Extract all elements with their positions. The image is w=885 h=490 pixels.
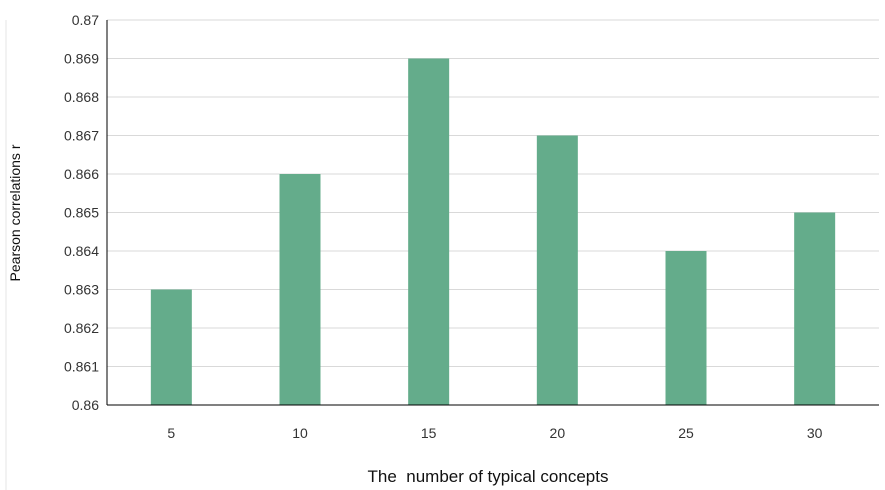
y-tick-labels: 0.86 0.861 0.862 0.863 0.864 0.865 0.866 0.867 0… [64, 12, 99, 413]
y-tick-label: 0.867 [64, 128, 99, 144]
x-tick-label: 25 [678, 425, 694, 441]
x-tick-label: 30 [807, 425, 823, 441]
bar [408, 58, 450, 405]
x-tick-label: 5 [167, 425, 175, 441]
y-tick-label: 0.865 [64, 205, 99, 221]
gridlines [107, 19, 879, 367]
x-tick-label: 15 [421, 425, 437, 441]
y-tick-label: 0.866 [64, 166, 99, 182]
y-tick-label: 0.863 [64, 282, 99, 298]
bar [794, 212, 836, 405]
bar [665, 251, 707, 405]
y-tick-label: 0.86 [72, 397, 99, 413]
x-tick-label: 20 [550, 425, 566, 441]
y-tick-label: 0.864 [64, 243, 99, 259]
y-tick-label: 0.87 [72, 12, 99, 28]
bars [150, 58, 836, 405]
bar [150, 289, 192, 405]
bar [536, 135, 578, 405]
y-tick-label: 0.869 [64, 51, 99, 67]
x-tick-labels: 5 10 15 20 25 30 [167, 425, 822, 441]
y-axis-title: Pearson correlations r [7, 144, 23, 281]
y-tick-label: 0.861 [64, 359, 99, 375]
axes [106, 20, 879, 406]
bar [279, 174, 321, 405]
x-tick-label: 10 [292, 425, 308, 441]
x-axis-title: The number of typical concepts [368, 467, 609, 486]
y-tick-label: 0.868 [64, 89, 99, 105]
y-tick-label: 0.862 [64, 320, 99, 336]
